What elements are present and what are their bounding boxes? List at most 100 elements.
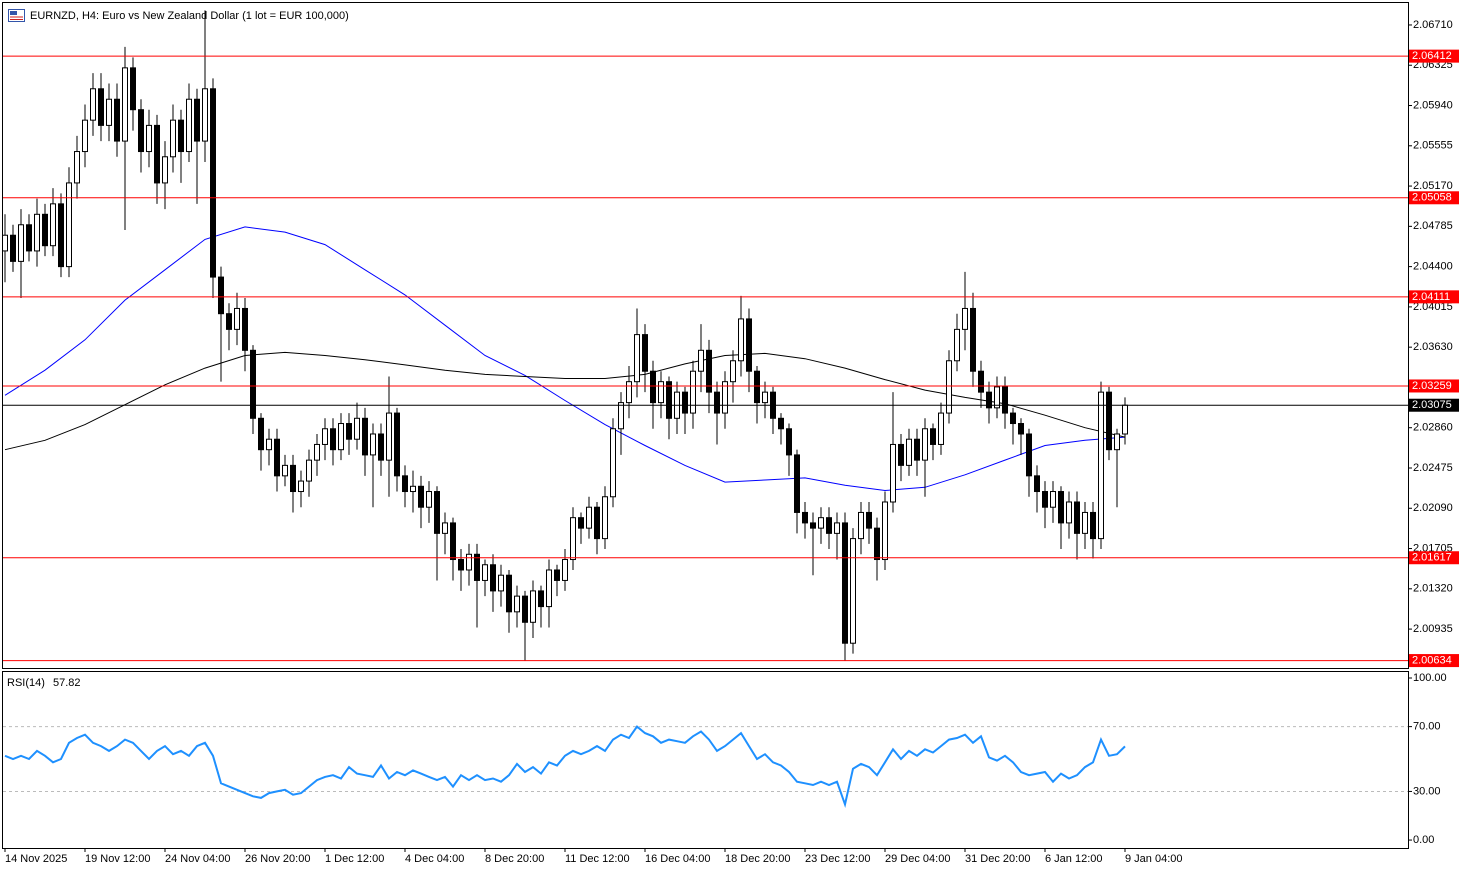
y-tick-label: 2.03630: [1413, 341, 1453, 353]
y-tick-label: 30.00: [1413, 785, 1441, 797]
candle-body: [546, 569, 552, 608]
candle-body: [514, 595, 520, 613]
candle-body: [450, 522, 456, 561]
candle-body: [946, 360, 952, 414]
candle-body: [58, 203, 64, 268]
candle-body: [898, 443, 904, 466]
candle-body: [170, 119, 176, 158]
x-tick-label: 19 Nov 12:00: [85, 853, 150, 865]
candle-body: [274, 438, 280, 477]
candle-body: [866, 511, 872, 529]
candle-body: [754, 370, 760, 404]
y-tick-label: 2.05170: [1413, 180, 1453, 192]
candle-body: [258, 417, 264, 451]
candle-body: [458, 559, 464, 571]
level-tag: [1409, 191, 1459, 205]
candle-body: [2, 234, 8, 252]
candle-body: [242, 307, 248, 351]
candle-body: [426, 491, 432, 508]
candle-body: [1050, 491, 1056, 508]
candle-body: [434, 491, 440, 534]
candle-body: [474, 553, 480, 581]
candle-body: [154, 124, 160, 184]
y-tick-label: 70.00: [1413, 721, 1441, 733]
candle-body: [786, 428, 792, 456]
candle-body: [746, 318, 752, 372]
candle-body: [394, 412, 400, 477]
candle-body: [874, 527, 880, 561]
candle-body: [626, 381, 632, 404]
candle-body: [610, 428, 616, 498]
candle-body: [578, 517, 584, 529]
candle-body: [1042, 491, 1048, 508]
candle-body: [1098, 391, 1104, 540]
candle-body: [986, 391, 992, 409]
chart-title: EURNZD, H4: Euro vs New Zealand Dollar (…: [30, 10, 349, 22]
y-tick-label: 0.00: [1413, 834, 1434, 846]
x-tick-label: 23 Dec 12:00: [805, 853, 870, 865]
level-tag: [1409, 49, 1459, 63]
candle-body: [794, 454, 800, 513]
candle-body: [138, 109, 144, 153]
symbol-flag: [8, 9, 25, 22]
x-tick-label: 9 Jan 04:00: [1125, 853, 1183, 865]
x-tick-label: 16 Dec 04:00: [645, 853, 710, 865]
candle-body: [530, 590, 536, 623]
level-label: 2.05058: [1412, 192, 1452, 204]
rsi-title: RSI(14): [7, 677, 45, 689]
candle-body: [314, 443, 320, 461]
candle-body: [82, 119, 88, 153]
candle-body: [322, 428, 328, 445]
candle-body: [418, 485, 424, 508]
candle-body: [186, 98, 192, 153]
y-tick-label: 100.00: [1413, 672, 1447, 684]
candle-body: [698, 349, 704, 372]
candle-body: [10, 234, 16, 262]
candle-body: [50, 203, 56, 247]
candle-body: [178, 119, 184, 153]
candle-body: [914, 438, 920, 461]
candle-body: [570, 517, 576, 561]
x-tick-label: 4 Dec 04:00: [405, 853, 464, 865]
candle-body: [210, 88, 216, 278]
candle-body: [66, 182, 72, 268]
candle-body: [194, 98, 200, 142]
x-tick-label: 26 Nov 20:00: [245, 853, 310, 865]
candle-body: [130, 67, 136, 111]
candle-body: [834, 522, 840, 534]
candle-body: [1058, 491, 1064, 524]
candle-body: [522, 595, 528, 623]
candle-body: [18, 224, 24, 262]
candle-body: [410, 485, 416, 493]
y-tick-label: 2.05940: [1413, 99, 1453, 111]
candle-body: [1106, 391, 1112, 451]
candle-body: [818, 517, 824, 529]
x-tick-label: 14 Nov 2025: [5, 853, 67, 865]
candle-body: [306, 459, 312, 482]
y-tick-label: 2.02090: [1413, 502, 1453, 514]
moving-average: [4, 226, 1126, 492]
x-tick-label: 31 Dec 20:00: [965, 853, 1030, 865]
candle-body: [354, 417, 360, 440]
candle-body: [338, 423, 344, 451]
candle-body: [586, 506, 592, 529]
candle-body: [106, 98, 112, 126]
candle-body: [226, 313, 232, 330]
y-tick-label: 2.00935: [1413, 623, 1453, 635]
candle-body: [890, 443, 896, 503]
candle-body: [690, 370, 696, 414]
candle-body: [1026, 433, 1032, 477]
candle-body: [442, 522, 448, 534]
x-tick-label: 11 Dec 12:00: [565, 853, 630, 865]
candle-body: [146, 124, 152, 153]
candle-body: [362, 417, 368, 456]
current-price-tag: [1409, 398, 1459, 412]
main-pane-frame: [2, 2, 1409, 669]
candle-body: [618, 402, 624, 430]
candle-body: [234, 307, 240, 330]
candle-body: [706, 349, 712, 393]
candle-body: [466, 553, 472, 571]
candle-body: [98, 88, 104, 126]
candle-body: [162, 156, 168, 184]
